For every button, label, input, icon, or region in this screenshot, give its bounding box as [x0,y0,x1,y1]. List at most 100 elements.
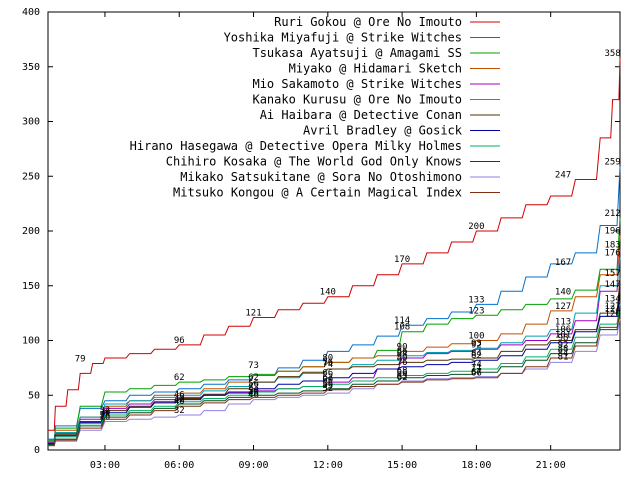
data-label: 62 [248,373,259,383]
data-label: 40 [174,397,185,407]
data-label: 88 [558,345,569,355]
data-label: 247 [555,171,571,181]
y-tick-label: 150 [22,281,40,292]
y-tick-label: 50 [28,390,40,401]
data-label: 90 [397,342,408,352]
legend-label: Tsukasa Ayatsuji @ Amagami SS [252,46,462,60]
data-label: 74 [322,360,333,370]
data-label: 358 [604,49,620,59]
data-label: 32 [100,406,111,416]
data-label: 101 [555,330,571,340]
series-line [48,278,621,444]
data-label: 55 [322,381,333,391]
legend-label: Mitsuko Kongou @ A Certain Magical Index [173,186,462,200]
data-label: 96 [174,336,185,346]
series-line [48,217,621,441]
data-label: 56 [248,380,259,390]
x-tick-label: 21:00 [536,460,566,471]
x-tick-label: 06:00 [164,460,194,471]
data-label: 60 [322,375,333,385]
y-tick-label: 350 [22,62,40,73]
data-label: 183 [604,241,620,251]
legend-label: Mikako Satsukitane @ Sora No Otoshimono [180,170,462,184]
legend-label: Miyako @ Hidamari Sketch [289,62,462,76]
data-label: 56 [322,380,333,390]
x-tick-label: 03:00 [90,460,120,471]
series-line [48,249,621,443]
data-label: 127 [604,302,620,312]
data-label: 92 [558,340,569,350]
data-label: 113 [555,317,571,327]
y-tick-label: 100 [22,336,40,347]
data-label: 46 [174,391,185,401]
data-label: 133 [468,295,484,305]
x-tick-label: 09:00 [238,460,268,471]
data-label: 84 [471,349,482,359]
data-label: 120 [604,310,620,320]
data-label: 84 [397,349,408,359]
data-label: 26 [100,413,111,423]
data-label: 86 [397,347,408,357]
y-tick-label: 200 [22,226,40,237]
y-tick-label: 250 [22,171,40,182]
legend-label: Ai Haibara @ Detective Conan [260,108,462,122]
data-label: 84 [558,349,569,359]
data-label: 46 [248,391,259,401]
legend-label: Hirano Hasegawa @ Detective Opera Milky … [130,139,462,153]
data-label: 82 [471,351,482,361]
data-label: 76 [397,358,408,368]
data-label: 93 [471,339,482,349]
data-label: 62 [174,373,185,383]
legend-label: Kanako Kurusu @ Ore No Imouto [252,93,462,107]
data-label: 147 [604,280,620,290]
data-label: 53 [248,383,259,393]
data-label: 123 [468,306,484,316]
x-tick-label: 12:00 [313,460,343,471]
y-tick-label: 300 [22,117,40,128]
legend: Ruri Gokou @ Ore No Imouto Yoshika Miyafu… [130,15,500,200]
data-label: 167 [555,258,571,268]
data-label: 176 [604,248,620,258]
legend-label: Avril Bradley @ Gosick [303,124,463,138]
data-label: 140 [555,288,571,298]
series-line [48,318,621,447]
data-label: 30 [100,408,111,418]
series-line [48,57,621,431]
y-tick-label: 400 [22,7,40,18]
data-label: 200 [468,222,484,232]
data-label: 32 [174,406,185,416]
data-label: 50 [248,386,259,396]
axes: 0 50 100 150 200 250 300 350 400 03:00 06:00 09:00 1… [22,7,621,471]
data-label: 259 [604,157,620,167]
legend-label: Ruri Gokou @ Ore No Imouto [274,15,462,29]
x-tick-label: 18:00 [461,460,491,471]
data-label: 79 [75,354,86,364]
data-label: 140 [320,288,336,298]
data-label: 121 [245,309,261,319]
data-label: 108 [394,323,410,333]
data-labels: 79 96 121 140 170 200 247 358 114 133 167 259 62 108 1… [75,49,621,423]
data-label: 28 [100,410,111,420]
legend-label: Chihiro Kosaka @ The World God Only Know… [166,155,462,169]
series-line [48,288,621,444]
data-label: 73 [248,361,259,371]
data-label: 52 [322,384,333,394]
data-label: 98 [558,334,569,344]
legend-label: Yoshika Miyafuji @ Strike Witches [224,31,462,45]
series-lines [48,57,621,447]
data-label: 106 [555,325,571,335]
data-label: 62 [397,373,408,383]
data-label: 67 [471,368,482,378]
data-label: 81 [558,352,569,362]
data-label: 134 [604,294,620,304]
data-label: 80 [322,353,333,363]
data-label: 100 [468,332,484,342]
data-label: 74 [471,360,482,370]
data-label: 127 [555,302,571,312]
data-label: 196 [604,226,620,236]
data-label: 68 [397,367,408,377]
series-line [48,166,621,440]
series-line [48,310,621,445]
data-label: 114 [394,316,410,326]
